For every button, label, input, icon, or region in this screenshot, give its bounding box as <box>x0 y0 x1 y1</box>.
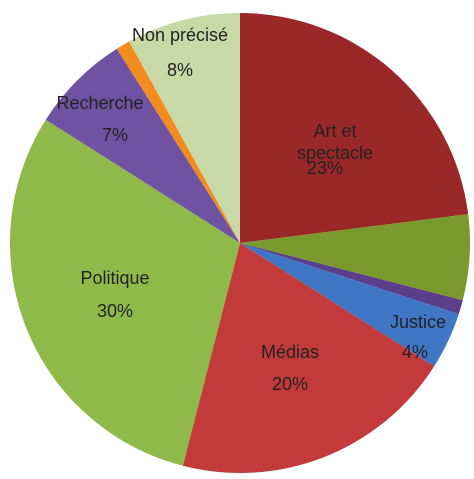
pie-slice <box>240 214 470 301</box>
slice-label: Non précisé <box>131 25 229 45</box>
slice-label: Justice <box>389 312 447 332</box>
slice-label: Art et spectacle <box>296 121 374 163</box>
pie-slice <box>45 48 240 243</box>
pie-slice <box>182 243 435 473</box>
pie-slice <box>9 119 240 466</box>
pie-slice <box>240 243 463 315</box>
slice-label: 30% <box>96 301 134 321</box>
slice-label: 4% <box>401 342 429 362</box>
pie-slice <box>116 41 240 243</box>
pie-slice <box>129 13 240 243</box>
slice-label: Médias <box>260 342 320 362</box>
pie-slice <box>240 243 459 367</box>
slice-label: Recherche <box>56 93 144 113</box>
slice-label: 23% <box>306 158 344 178</box>
slice-label: 20% <box>271 374 309 394</box>
pie-slice <box>240 13 469 243</box>
slice-label: 7% <box>101 125 129 145</box>
slice-label: 8% <box>166 60 194 80</box>
slice-label: Politique <box>80 268 150 288</box>
